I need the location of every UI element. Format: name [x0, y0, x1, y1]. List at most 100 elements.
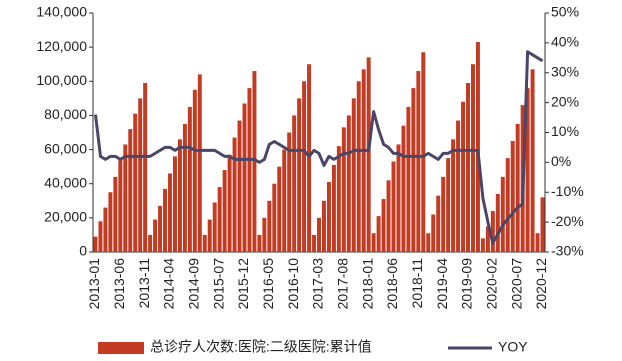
bar: [371, 233, 376, 252]
bar: [406, 106, 411, 253]
x-tick-label: 2014-09: [186, 258, 202, 310]
bar: [451, 139, 456, 252]
bar: [525, 88, 530, 252]
legend-label: YOY: [498, 339, 528, 355]
bar: [456, 120, 461, 252]
bar: [376, 216, 381, 252]
bar: [540, 197, 545, 252]
bar: [391, 161, 396, 252]
bar: [346, 115, 351, 252]
x-tick-label: 2020-07: [508, 258, 524, 310]
bar: [480, 238, 485, 252]
bar: [326, 182, 331, 252]
line: [94, 50, 544, 245]
x-tick-label: 2015-07: [210, 258, 226, 310]
x-tick-label: 2017-03: [310, 258, 326, 310]
bar: [192, 89, 197, 252]
legend-label: 总诊疗人次数:医院:二级医院:累计值: [150, 339, 372, 355]
bar: [93, 236, 98, 252]
bar: [118, 159, 123, 252]
bar: [197, 74, 202, 252]
bar: [153, 219, 158, 252]
bar: [212, 202, 217, 252]
bar: [441, 176, 446, 252]
y-tick-label: 60,000: [44, 140, 87, 156]
bar: [297, 98, 302, 252]
y2-tick-label: 10%: [551, 123, 579, 139]
bar: [217, 187, 222, 252]
bar: [163, 188, 168, 252]
x-tick-label: 2013-06: [111, 258, 127, 310]
x-tick-label: 2019-04: [434, 258, 450, 310]
bar: [133, 113, 138, 252]
x-tick-label: 2019-09: [459, 258, 475, 310]
y-tick-label: 120,000: [36, 38, 87, 54]
bar: [207, 219, 212, 252]
bar: [470, 64, 475, 252]
bar: [381, 199, 386, 252]
bar: [336, 146, 341, 252]
x-tick-label: 2013-01: [86, 258, 102, 310]
bar: [426, 233, 431, 252]
x-tick-label: 2018-01: [359, 258, 375, 310]
bar: [232, 137, 237, 252]
x-tick-label: 2017-08: [335, 258, 351, 310]
bar: [143, 82, 148, 252]
bar: [421, 52, 426, 253]
x-tick-label: 2018-06: [384, 258, 400, 310]
x-tick-label: 2014-04: [161, 258, 177, 310]
bar: [272, 183, 277, 252]
y2-tick-label: 20%: [551, 93, 579, 109]
bar: [386, 180, 391, 252]
bar: [172, 156, 177, 252]
bar: [505, 158, 510, 252]
bar: [446, 158, 451, 252]
bar: [98, 221, 103, 252]
bar: [113, 176, 118, 252]
y2-tick-label: 0%: [551, 153, 571, 169]
bar: [262, 217, 267, 252]
x-tick-label: 2013-11: [136, 258, 152, 309]
bar: [247, 88, 252, 252]
bar: [331, 164, 336, 252]
bar: [227, 154, 232, 252]
bar: [356, 81, 361, 253]
bar: [108, 192, 113, 252]
y-tick-label: 80,000: [44, 106, 87, 122]
bar: [500, 176, 505, 252]
bar: [242, 103, 247, 252]
bar: [436, 195, 441, 252]
y2-tick-label: -30%: [551, 243, 584, 259]
y2-tick-label: -10%: [551, 183, 584, 199]
bar: [396, 144, 401, 252]
bar: [282, 149, 287, 252]
bar: [530, 69, 535, 252]
bar: [461, 101, 466, 253]
y2-tick-label: -20%: [551, 213, 584, 229]
bar: [490, 211, 495, 252]
bar: [302, 81, 307, 253]
bar: [222, 170, 227, 252]
bar: [411, 88, 416, 252]
bar: [267, 200, 272, 252]
bar: [366, 57, 371, 253]
bar: [182, 123, 187, 252]
bar: [307, 64, 312, 252]
bar: [312, 234, 317, 252]
y-tick-label: 0: [79, 243, 87, 259]
y-tick-label: 100,000: [36, 72, 87, 88]
y2-tick-label: 40%: [551, 34, 579, 50]
x-tick-label: 2016-10: [285, 258, 301, 310]
bar: [317, 217, 321, 252]
legend-swatch: [98, 342, 144, 354]
bar: [123, 144, 128, 252]
bar: [287, 132, 292, 252]
bar: [252, 71, 257, 253]
bar: [237, 120, 242, 252]
bar: [361, 69, 366, 252]
bar: [535, 233, 540, 252]
y-tick-label: 140,000: [36, 4, 87, 20]
x-tick-label: 2020-02: [484, 258, 500, 310]
bar: [148, 234, 153, 252]
